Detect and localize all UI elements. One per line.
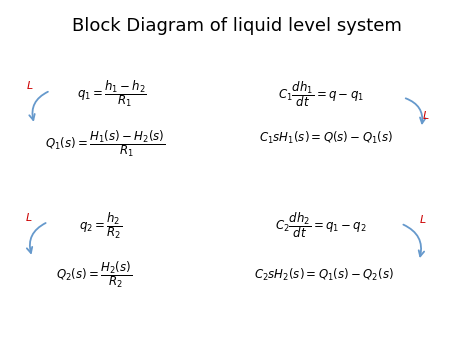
- Text: $C_1 \dfrac{dh_1}{dt} = q - q_1$: $C_1 \dfrac{dh_1}{dt} = q - q_1$: [278, 79, 364, 109]
- Text: $q_1 = \dfrac{h_1 - h_2}{R_1}$: $q_1 = \dfrac{h_1 - h_2}{R_1}$: [77, 78, 147, 109]
- Text: $Q_2(s) = \dfrac{H_2(s)}{R_2}$: $Q_2(s) = \dfrac{H_2(s)}{R_2}$: [55, 259, 132, 290]
- Text: $q_2 = \dfrac{h_2}{R_2}$: $q_2 = \dfrac{h_2}{R_2}$: [79, 210, 122, 241]
- Text: $C_1sH_1(s) = Q(s) - Q_1(s)$: $C_1sH_1(s) = Q(s) - Q_1(s)$: [259, 130, 393, 146]
- Text: $Q_1(s) = \dfrac{H_1(s) - H_2(s)}{R_1}$: $Q_1(s) = \dfrac{H_1(s) - H_2(s)}{R_1}$: [45, 128, 165, 159]
- Text: L: L: [419, 215, 426, 225]
- Text: L: L: [423, 111, 429, 121]
- Text: Block Diagram of liquid level system: Block Diagram of liquid level system: [72, 17, 402, 36]
- Text: L: L: [26, 213, 32, 223]
- Text: $C_2sH_2(s) = Q_1(s) - Q_2(s)$: $C_2sH_2(s) = Q_1(s) - Q_2(s)$: [254, 267, 393, 283]
- Text: $C_2 \dfrac{dh_2}{dt} = q_1 - q_2$: $C_2 \dfrac{dh_2}{dt} = q_1 - q_2$: [275, 210, 367, 240]
- Text: L: L: [27, 81, 33, 91]
